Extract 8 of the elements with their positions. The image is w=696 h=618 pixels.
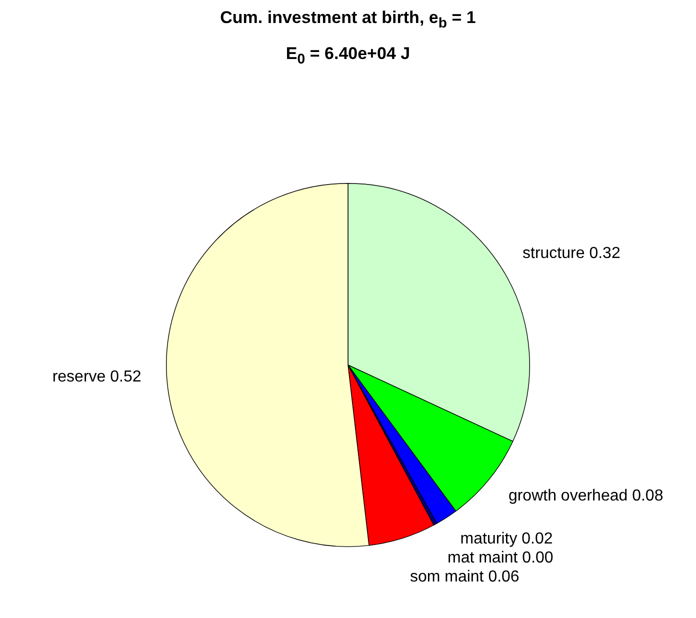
slice-label: structure 0.32: [522, 244, 620, 262]
slice-label: som maint 0.06: [410, 568, 520, 586]
slice-label: maturity 0.02: [460, 530, 553, 548]
slice-label: reserve 0.52: [52, 368, 142, 386]
chart-subtitle: E$_{0}$ = 6.40e+04 J: [284, 44, 412, 68]
slice-label: growth overhead 0.08: [508, 487, 664, 504]
chart-title: Cum. investment at birth, e$_{b}$ = 1: [219, 8, 477, 32]
slice-label: mat maint 0.00: [447, 549, 554, 566]
